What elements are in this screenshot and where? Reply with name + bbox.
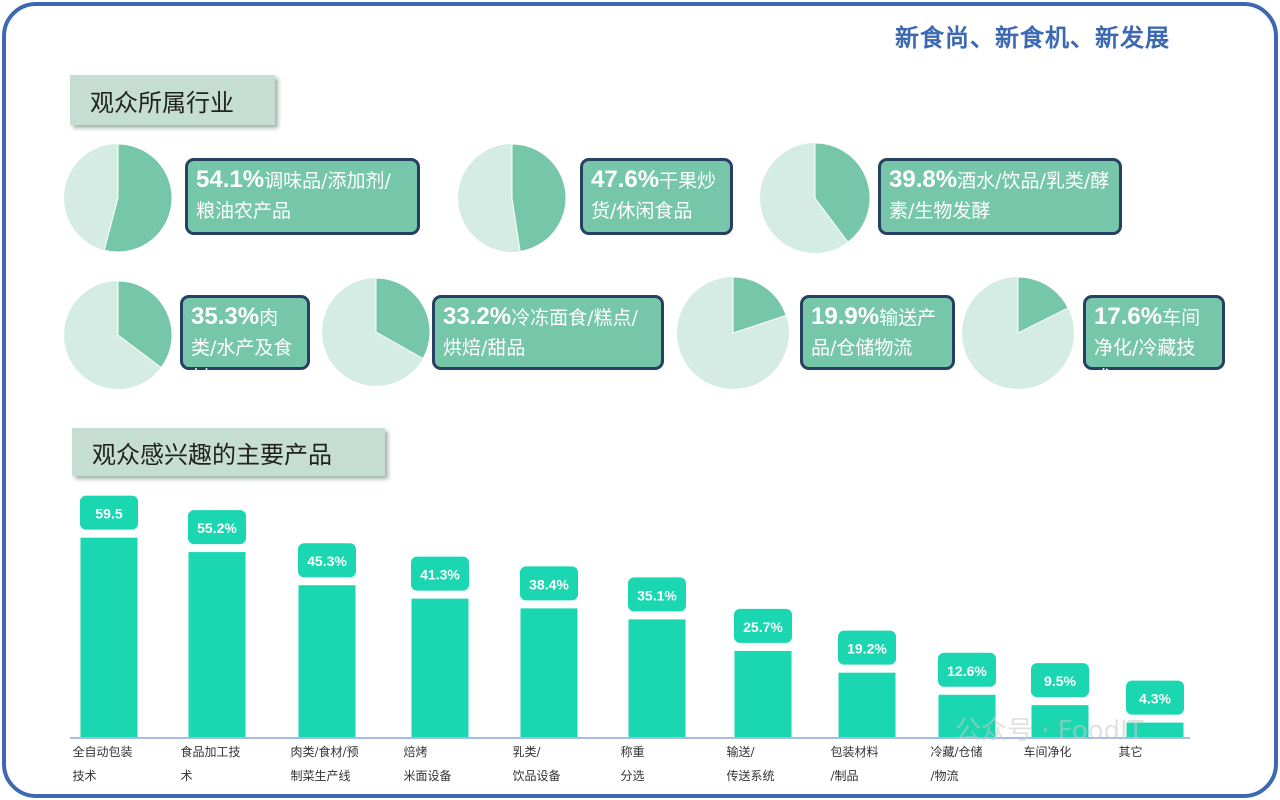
data-label: 41.3% [420, 567, 460, 583]
data-label-box [520, 566, 578, 601]
x-tick-label: 食品加工技 术 [180, 745, 241, 783]
x-tick-label: 全自动包装 技术 [72, 745, 133, 783]
industry-pie [64, 281, 172, 389]
pie-slice-value [511, 144, 566, 252]
industry-label: 54.1%调味品/添加剂/粮油农产品 [185, 158, 420, 235]
industry-label: 17.6%车间净化/冷藏技术 [1083, 295, 1225, 389]
data-label: 38.4% [529, 576, 569, 592]
data-label: 19.2% [847, 641, 887, 657]
data-label-box [938, 652, 996, 687]
x-tick-label: 车间净化 [1023, 745, 1072, 759]
data-label-box [1031, 663, 1089, 698]
bar [188, 552, 246, 737]
watermark: 公众号 · FoodIT [955, 716, 1144, 746]
x-tick-label: 称重 分选 [620, 745, 645, 783]
industry-pie [677, 277, 789, 389]
industry-label: 47.6%干果炒货/休闲食品 [580, 158, 733, 235]
pie-slice-value [103, 144, 172, 252]
bar [734, 650, 792, 737]
industry-label: 35.3%肉类/水产及食材 [180, 295, 310, 389]
bar [411, 598, 469, 737]
industry-pie [64, 144, 172, 252]
x-tick-label: 其它 [1118, 745, 1143, 759]
bar [520, 608, 578, 737]
page-title: 新食尚、新食机、新发展 [895, 24, 1170, 52]
data-label: 12.6% [947, 663, 987, 679]
data-label: 59.5 [95, 506, 122, 522]
data-label: 9.5% [1044, 673, 1076, 689]
data-label-box [80, 495, 138, 530]
x-tick-label: 输送/ 传送系统 [726, 745, 775, 783]
x-tick-label: 肉类/食材/预 制菜生产线 [290, 745, 359, 783]
x-tick-label: 焙烤 米面设备 [403, 745, 452, 783]
data-label: 45.3% [307, 553, 347, 569]
data-label: 55.2% [197, 520, 237, 536]
bar [628, 619, 686, 737]
data-label-box [734, 608, 792, 643]
section-header-industry: 观众所属行业 [70, 75, 275, 125]
pie-slice-value [117, 281, 172, 369]
data-label: 4.3% [1139, 691, 1171, 707]
pie-slice-value [1017, 277, 1069, 334]
data-label-box [188, 510, 246, 545]
section-header-products: 观众感兴趣的主要产品 [72, 428, 385, 476]
industry-pie [962, 277, 1074, 389]
bar [1031, 705, 1089, 737]
bar [298, 585, 356, 737]
industry-pie [458, 144, 566, 252]
data-label: 25.7% [743, 619, 783, 635]
pie-slice-value [375, 278, 430, 360]
industry-label: 33.2%冷冻面食/糕点/烘焙/甜品 [432, 295, 664, 370]
data-label: 35.1% [637, 587, 677, 603]
bar [838, 672, 896, 737]
pie-slice-value [732, 277, 787, 334]
industry-label: 19.9%输送产品/仓储物流 [800, 295, 955, 370]
bar [1126, 722, 1184, 737]
pie-slice-value [814, 143, 870, 243]
data-label-box [628, 577, 686, 612]
data-label-box [838, 630, 896, 665]
industry-pie [322, 278, 430, 386]
bar [938, 694, 996, 737]
data-label-box [1126, 680, 1184, 715]
industry-pie [760, 143, 870, 253]
x-tick-label: 乳类/ 饮品设备 [512, 745, 561, 783]
data-label-box [298, 543, 356, 578]
x-tick-label: 冷藏/仓储 /物流 [930, 745, 983, 783]
data-label-box [411, 556, 469, 591]
x-tick-label: 包装材料 /制品 [830, 745, 879, 783]
bar [80, 537, 138, 737]
industry-label: 39.8%酒水/饮品/乳类/酵素/生物发酵 [878, 158, 1122, 235]
